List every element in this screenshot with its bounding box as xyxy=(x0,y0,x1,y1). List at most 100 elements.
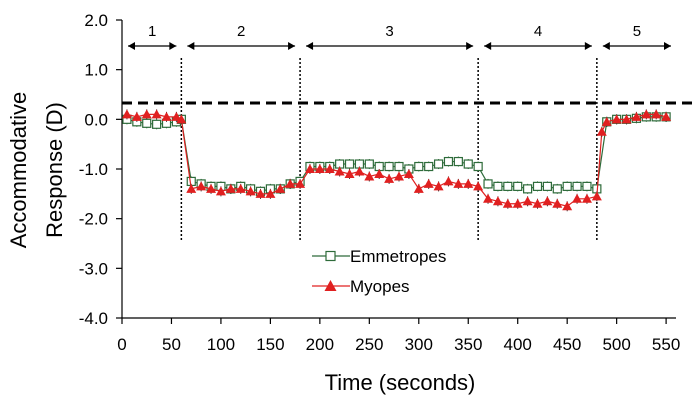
y-axis-label-line-1: Accommodative xyxy=(6,92,31,249)
data-point-square xyxy=(523,184,533,194)
data-point-triangle xyxy=(344,168,355,178)
x-tick-label: 150 xyxy=(256,335,284,354)
data-point-square xyxy=(433,159,444,169)
y-tick-label: 0.0 xyxy=(84,110,108,129)
data-point-triangle xyxy=(463,178,474,188)
phase-arrowhead-right xyxy=(584,42,592,50)
data-point-square xyxy=(503,181,513,191)
chart-series xyxy=(121,109,672,212)
data-point-triangle xyxy=(171,111,182,121)
data-point-triangle xyxy=(225,183,236,193)
phase-arrowhead-left xyxy=(484,42,492,50)
data-point-square xyxy=(542,181,552,191)
y-tick-label: -2.0 xyxy=(79,210,108,229)
phase-label: 2 xyxy=(237,23,245,40)
data-point-square xyxy=(394,161,404,172)
data-point-triangle xyxy=(596,126,607,136)
legend-label-emmetropes: Emmetropes xyxy=(350,247,446,266)
data-point-triangle xyxy=(512,198,523,208)
x-tick-label: 200 xyxy=(306,335,334,354)
y-tick-label: -4.0 xyxy=(79,309,108,328)
phase-label: 5 xyxy=(633,23,641,40)
phase-arrowhead-left xyxy=(128,42,135,50)
data-point-square xyxy=(513,181,523,191)
y-axis-ticks: 2.0 1.0 0.0 -1.0 -2.0 -3.0 -4.0 xyxy=(79,11,122,328)
data-point-triangle xyxy=(423,178,434,188)
phase-label: 1 xyxy=(148,23,156,40)
phase-arrowhead-right xyxy=(664,42,671,50)
x-tick-label: 300 xyxy=(405,335,433,354)
phase-label: 4 xyxy=(534,23,542,40)
data-point-triangle xyxy=(542,196,553,206)
x-tick-label: 0 xyxy=(117,335,126,354)
data-point-triangle xyxy=(413,183,424,193)
x-tick-label: 250 xyxy=(355,335,383,354)
data-point-triangle xyxy=(196,181,207,191)
legend-marker-myopes xyxy=(324,280,337,291)
data-point-triangle xyxy=(275,183,286,193)
chart-legend: Emmetropes Myopes xyxy=(312,247,446,296)
data-point-triangle xyxy=(314,164,325,173)
data-point-triangle xyxy=(354,166,365,176)
legend-item-myopes: Myopes xyxy=(312,277,410,296)
data-point-triangle xyxy=(176,114,187,124)
phase-arrowhead-right xyxy=(169,42,177,50)
data-point-triangle xyxy=(581,193,592,203)
data-point-square xyxy=(483,179,493,189)
data-point-square xyxy=(463,159,473,169)
data-point-triangle xyxy=(502,198,513,208)
phase-label: 3 xyxy=(385,23,393,40)
data-point-triangle xyxy=(364,171,375,181)
data-point-triangle xyxy=(483,193,494,203)
data-point-triangle xyxy=(265,188,276,198)
x-tick-label: 550 xyxy=(652,335,680,354)
data-point-square xyxy=(582,181,592,191)
data-point-triangle xyxy=(384,173,395,183)
x-tick-label: 350 xyxy=(454,335,482,354)
y-tick-label: 1.0 xyxy=(84,61,108,80)
legend-item-emmetropes: Emmetropes xyxy=(312,247,446,266)
data-point-triangle xyxy=(651,109,662,119)
data-point-triangle xyxy=(304,164,315,173)
data-point-square xyxy=(344,159,355,169)
data-point-triangle xyxy=(324,164,335,173)
data-point-triangle xyxy=(295,178,306,188)
data-point-triangle xyxy=(131,111,142,121)
data-point-triangle xyxy=(403,168,414,178)
data-point-triangle xyxy=(151,109,162,119)
chart-reference-layer xyxy=(122,58,694,240)
data-point-triangle xyxy=(285,178,296,188)
data-point-triangle xyxy=(522,196,533,206)
data-point-triangle xyxy=(121,109,132,119)
data-point-triangle xyxy=(631,111,642,121)
data-point-square xyxy=(493,181,503,191)
y-tick-label: 2.0 xyxy=(84,11,108,30)
data-point-triangle xyxy=(473,181,484,191)
data-point-triangle xyxy=(443,176,454,186)
x-axis-ticks: 0 50 100 150 200 250 300 350 400 450 500 550 xyxy=(117,318,680,354)
data-point-triangle xyxy=(235,183,246,193)
data-point-square xyxy=(384,161,394,172)
data-point-square xyxy=(562,181,572,191)
phase-arrowhead-right xyxy=(466,42,474,50)
data-point-triangle xyxy=(141,109,152,119)
phase-annotations: 1 2 3 4 5 xyxy=(128,23,671,50)
x-tick-label: 450 xyxy=(553,335,581,354)
data-point-square xyxy=(532,181,543,191)
data-point-square xyxy=(443,156,454,167)
data-point-triangle xyxy=(433,181,444,191)
data-point-square xyxy=(453,156,463,167)
data-point-triangle xyxy=(161,111,172,121)
series-emmetropes xyxy=(122,111,671,197)
data-point-square xyxy=(424,161,434,172)
phase-arrowhead-right xyxy=(288,42,296,50)
series-myopes xyxy=(121,109,672,212)
data-point-square xyxy=(473,161,483,172)
data-point-square xyxy=(152,119,162,129)
data-point-triangle xyxy=(255,188,266,198)
data-point-triangle xyxy=(562,201,573,211)
x-axis-label: Time (seconds) xyxy=(325,370,476,395)
data-point-triangle xyxy=(591,191,602,201)
y-tick-label: -1.0 xyxy=(79,160,108,179)
legend-marker-emmetropes xyxy=(325,250,336,262)
